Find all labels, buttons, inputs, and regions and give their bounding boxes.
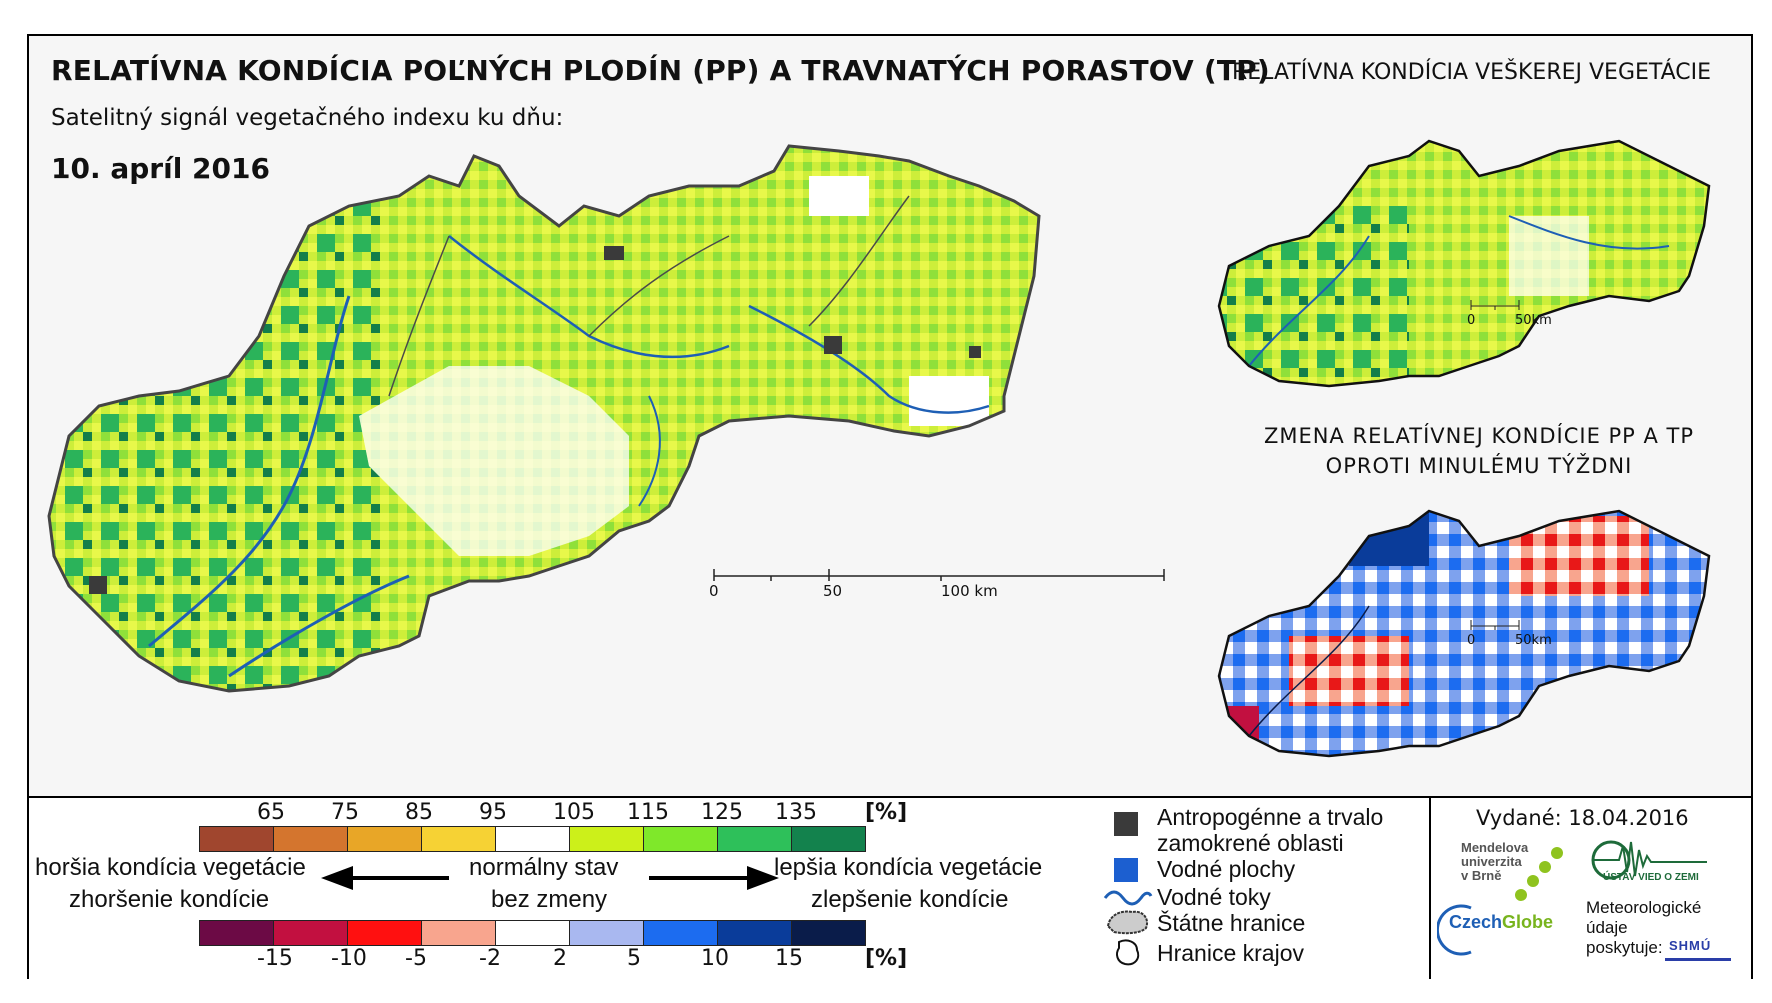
change-swatch	[347, 920, 422, 946]
river-icon	[1103, 890, 1153, 906]
mendel-dots-icon	[1515, 847, 1563, 901]
czechglobe-text: CzechGlobe	[1449, 912, 1553, 933]
change-swatch	[421, 920, 496, 946]
uvoz-text: ÚSTAV VIED O ZEMI	[1603, 872, 1699, 883]
change-tick-label: -5	[405, 946, 427, 971]
change-unit: [%]	[865, 946, 908, 971]
meteo-text-3: poskytuje:	[1586, 938, 1663, 957]
mini-scale-top-zero: 0	[1467, 313, 1475, 328]
shmu-logo: SHMÚ	[1665, 936, 1731, 961]
condition-tick-label: 115	[627, 800, 669, 825]
mini-scale-top-end: 50km	[1515, 313, 1552, 328]
right-title: RELATÍVNA KONDÍCIA VEŠKEREJ VEGETÁCIE	[1232, 60, 1712, 85]
normal-state-label: normálny stav	[469, 854, 619, 881]
scale-mid: 50	[823, 582, 842, 600]
mini-scale-bottom-end: 50km	[1515, 633, 1552, 648]
change-title-line2: OPROTI MINULÉMU TÝŽDNI	[1325, 454, 1633, 478]
improvement-label: zlepšenie kondície	[811, 886, 1009, 913]
main-map: 0 50 100 km	[47, 144, 1165, 693]
anthropogenic-label-2: zamokrené oblasti	[1157, 830, 1344, 856]
change-mini-map: 0 50km	[1217, 509, 1711, 758]
mendel-text-1: Mendelova	[1461, 840, 1529, 855]
map-frame: RELATÍVNA KONDÍCIA POĽNÝCH PLODÍN (PP) A…	[27, 34, 1753, 979]
subtitle: Satelitný signál vegetačného indexu ku d…	[51, 105, 564, 131]
mini-scale-top: 0 50km	[1467, 300, 1552, 328]
change-swatch	[495, 920, 570, 946]
condition-tick-label: 125	[701, 800, 743, 825]
czechglobe-arc-icon	[1437, 904, 1472, 956]
condition-unit: [%]	[865, 800, 908, 825]
condition-swatch	[495, 826, 570, 852]
rivers-label: Vodné toky	[1157, 884, 1271, 910]
change-title: ZMENA RELATÍVNEJ KONDÍCIE PP A TP OPROTI…	[1224, 421, 1734, 481]
mendel-text-2: univerzita	[1461, 854, 1522, 869]
meteo-text-1: Meteorologické	[1586, 898, 1702, 917]
change-swatch	[791, 920, 866, 946]
arrows	[321, 866, 779, 890]
mini-scale-bottom: 0 50km	[1467, 620, 1552, 648]
condition-tick-label: 65	[257, 800, 285, 825]
anthropogenic-label-1: Antropogénne a trvalo	[1157, 804, 1384, 830]
change-tick-label: 2	[553, 946, 567, 971]
change-tick-label: 5	[627, 946, 641, 971]
water-surface-swatch	[1114, 858, 1138, 882]
condition-swatch	[273, 826, 348, 852]
change-swatch	[199, 920, 274, 946]
scale-zero: 0	[709, 582, 719, 600]
condition-tick-label: 135	[775, 800, 817, 825]
change-swatch	[273, 920, 348, 946]
state-border-icon	[1106, 910, 1148, 935]
worse-condition-label: horšia kondícia vegetácie	[35, 854, 306, 881]
date-label: 10. apríl 2016	[51, 152, 270, 185]
no-change-label: bez zmeny	[491, 886, 608, 913]
change-tick-label: -2	[479, 946, 501, 971]
change-tick-label: -15	[257, 946, 293, 971]
condition-swatch	[643, 826, 718, 852]
main-title: RELATÍVNA KONDÍCIA POĽNÝCH PLODÍN (PP) A…	[51, 54, 1270, 87]
condition-tick-label: 85	[405, 800, 433, 825]
shmu-text: SHMÚ	[1669, 938, 1712, 953]
condition-swatch	[569, 826, 644, 852]
condition-tick-label: 95	[479, 800, 507, 825]
mini-scale-bottom-zero: 0	[1467, 633, 1475, 648]
change-tick-label: 15	[775, 946, 803, 971]
legend-divider	[1429, 798, 1431, 979]
change-title-line1: ZMENA RELATÍVNEJ KONDÍCIE PP A TP	[1263, 424, 1695, 448]
condition-swatch	[717, 826, 792, 852]
region-border-icon	[1116, 939, 1140, 966]
change-swatch	[569, 920, 644, 946]
uvoz-seismograph-icon	[1591, 840, 1707, 880]
czechglobe-text-b: Globe	[1502, 912, 1554, 932]
state-borders-label: Štátne hranice	[1157, 910, 1306, 936]
condition-swatch	[199, 826, 274, 852]
condition-swatch	[347, 826, 422, 852]
change-tick-label: 10	[701, 946, 729, 971]
issued-date: Vydané: 18.04.2016	[1476, 806, 1689, 830]
scale-end: 100 km	[941, 582, 998, 600]
legend-area: 65 75 85 95 105 115 125 135 [%] horšia kondícia…	[29, 796, 1751, 979]
condition-tick-label: 105	[553, 800, 595, 825]
better-condition-label: lepšia kondícia vegetácie	[774, 854, 1043, 881]
czechglobe-text-a: Czech	[1449, 912, 1503, 932]
change-swatch	[717, 920, 792, 946]
mendel-text-3: v Brně	[1461, 868, 1502, 883]
region-borders-label: Hranice krajov	[1157, 940, 1304, 966]
worsening-label: zhoršenie kondície	[69, 886, 270, 913]
map-area: RELATÍVNA KONDÍCIA POĽNÝCH PLODÍN (PP) A…	[29, 36, 1751, 796]
left-arrow	[321, 866, 449, 890]
change-swatch	[643, 920, 718, 946]
right-arrow	[649, 866, 779, 890]
change-tick-label: -10	[331, 946, 367, 971]
water-surface-label: Vodné plochy	[1157, 856, 1296, 882]
vegetation-mini-map: 0 50km	[1217, 139, 1711, 388]
condition-swatch	[421, 826, 496, 852]
condition-swatch	[791, 826, 866, 852]
main-scale-bar: 0 50 100 km	[709, 569, 1165, 600]
meteo-text-2: údaje	[1586, 918, 1628, 937]
anthropogenic-swatch	[1114, 812, 1138, 836]
condition-tick-label: 75	[331, 800, 359, 825]
